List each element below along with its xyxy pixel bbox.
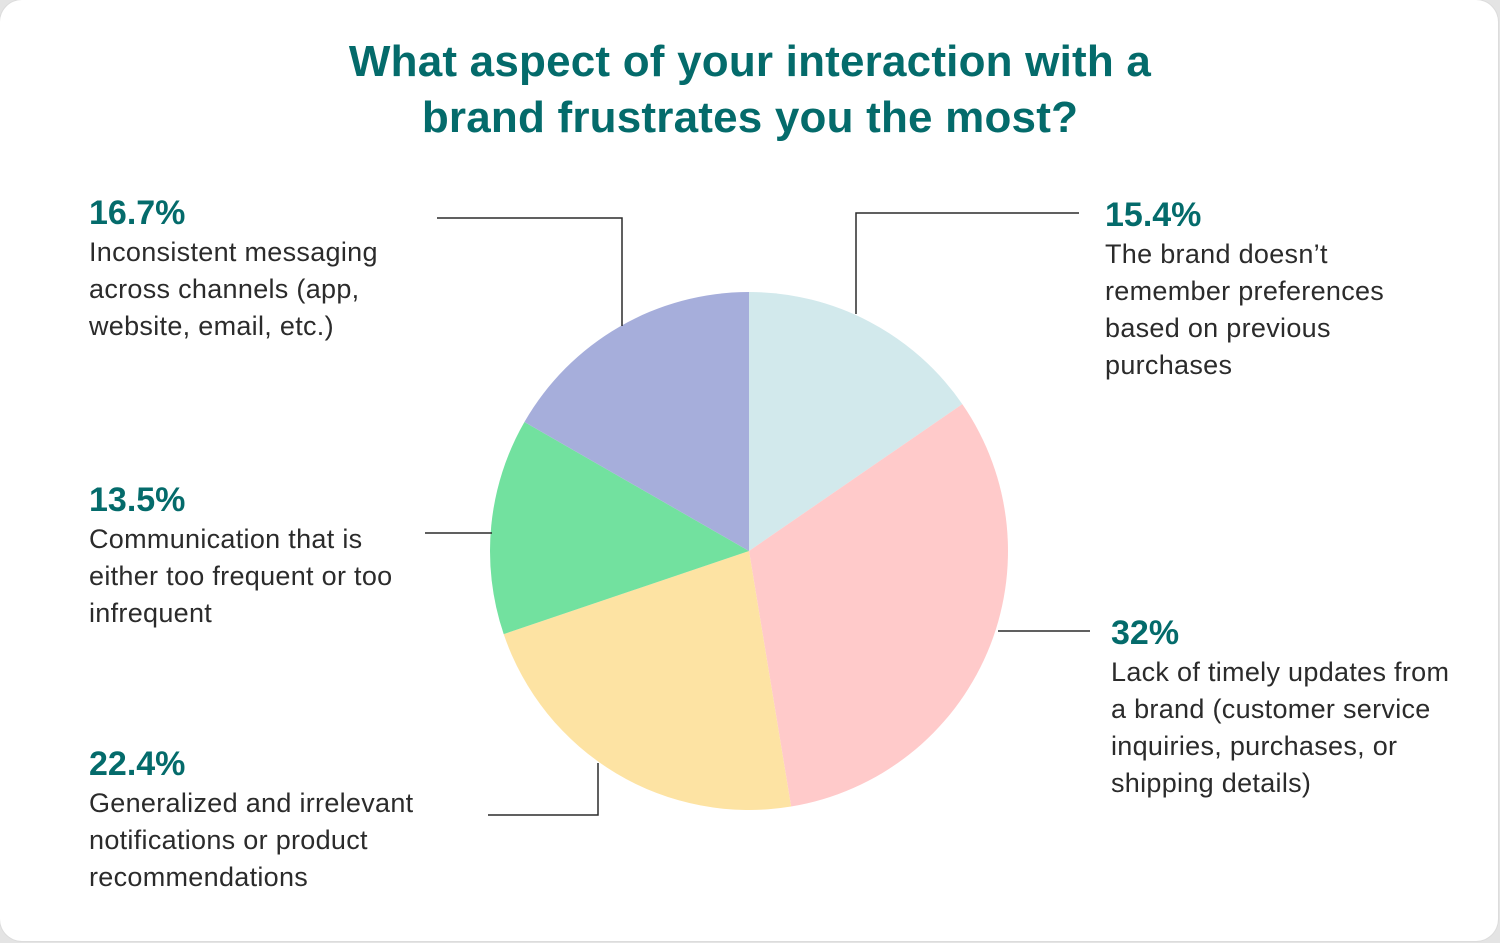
- slice-communication-frequency: [490, 421, 749, 635]
- slice-preferences: [749, 292, 963, 551]
- slice-percent: 13.5%: [89, 481, 186, 519]
- slice-description: Lack of timely updates from a brand (cus…: [1111, 657, 1450, 798]
- chart-title-line-1: What aspect of your interaction with a: [348, 37, 1152, 86]
- slice-percent: 22.4%: [89, 745, 186, 783]
- slice-irrelevant-notifications: [503, 551, 792, 810]
- slice-label-inconsistent-messaging: 16.7% Inconsistent messaging across chan…: [89, 194, 429, 345]
- leader-line-inconsistent-messaging: [437, 217, 623, 326]
- slice-label-timely-updates: 32% Lack of timely updates from a brand …: [1111, 614, 1471, 802]
- chart-title: What aspect of your interaction with a b…: [0, 34, 1500, 146]
- slice-description: Communication that is either too frequen…: [89, 524, 393, 628]
- slice-percent: 15.4%: [1105, 196, 1202, 234]
- slice-timely-updates: [749, 404, 1008, 807]
- slice-description: Inconsistent messaging across channels (…: [89, 237, 378, 341]
- leader-line-preferences: [855, 212, 1079, 314]
- chart-title-line-2: brand frustrates you the most?: [421, 93, 1079, 142]
- leader-line-irrelevant-notifications: [488, 763, 599, 816]
- slice-percent: 16.7%: [89, 194, 186, 232]
- slice-description: Generalized and irrelevant notifications…: [89, 788, 414, 892]
- slice-percent: 32%: [1111, 614, 1180, 652]
- slice-label-irrelevant-notifications: 22.4% Generalized and irrelevant notific…: [89, 745, 489, 896]
- slice-label-communication-frequency: 13.5% Communication that is either too f…: [89, 481, 419, 632]
- slice-description: The brand doesn’t remember preferences b…: [1105, 239, 1385, 380]
- slice-label-preferences: 15.4% The brand doesn’t remember prefere…: [1105, 196, 1445, 384]
- slice-inconsistent-messaging: [524, 292, 749, 551]
